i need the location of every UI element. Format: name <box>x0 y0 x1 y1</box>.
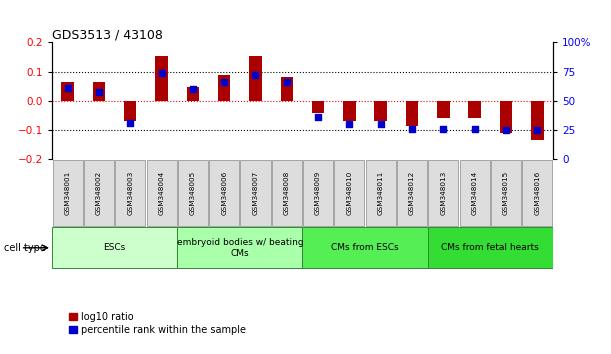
Point <box>470 126 480 131</box>
Bar <box>249 56 262 101</box>
Text: CMs from fetal hearts: CMs from fetal hearts <box>442 243 539 252</box>
FancyBboxPatch shape <box>428 227 553 268</box>
Text: cell type: cell type <box>4 243 46 253</box>
Point <box>282 80 291 85</box>
FancyBboxPatch shape <box>84 160 114 226</box>
Point <box>125 120 135 126</box>
Point <box>501 127 511 133</box>
Point <box>313 114 323 120</box>
Bar <box>93 82 105 101</box>
FancyBboxPatch shape <box>397 160 427 226</box>
FancyBboxPatch shape <box>491 160 521 226</box>
Bar <box>375 101 387 121</box>
FancyBboxPatch shape <box>52 227 177 268</box>
Point <box>532 127 542 133</box>
Text: GSM348014: GSM348014 <box>472 171 478 215</box>
FancyBboxPatch shape <box>303 160 333 226</box>
Text: CMs from ESCs: CMs from ESCs <box>331 243 399 252</box>
Bar <box>61 82 74 101</box>
Bar <box>186 87 199 101</box>
Point <box>94 89 104 95</box>
FancyBboxPatch shape <box>428 160 458 226</box>
Legend: log10 ratio, percentile rank within the sample: log10 ratio, percentile rank within the … <box>69 312 246 335</box>
Point <box>376 121 386 126</box>
Bar <box>531 101 544 140</box>
Point <box>219 80 229 85</box>
Text: ESCs: ESCs <box>103 243 126 252</box>
Bar <box>406 101 419 126</box>
Point <box>63 85 73 91</box>
Bar <box>437 101 450 118</box>
Text: GSM348004: GSM348004 <box>158 171 164 215</box>
Bar <box>124 101 136 121</box>
Text: GSM348016: GSM348016 <box>534 171 540 215</box>
Bar <box>500 101 512 133</box>
Text: GSM348001: GSM348001 <box>65 171 71 215</box>
Bar <box>469 101 481 118</box>
FancyBboxPatch shape <box>522 160 552 226</box>
FancyBboxPatch shape <box>115 160 145 226</box>
Bar <box>155 56 168 101</box>
Text: GSM348006: GSM348006 <box>221 171 227 215</box>
FancyBboxPatch shape <box>147 160 177 226</box>
Text: GSM348013: GSM348013 <box>441 171 447 215</box>
Bar <box>280 77 293 101</box>
Text: GSM348005: GSM348005 <box>190 171 196 215</box>
FancyBboxPatch shape <box>366 160 396 226</box>
Text: GSM348007: GSM348007 <box>252 171 258 215</box>
Text: GSM348008: GSM348008 <box>284 171 290 215</box>
FancyBboxPatch shape <box>209 160 239 226</box>
FancyBboxPatch shape <box>178 160 208 226</box>
Point <box>188 86 198 91</box>
Point <box>345 121 354 126</box>
Point <box>156 70 166 76</box>
Bar <box>343 101 356 121</box>
Text: GSM348012: GSM348012 <box>409 171 415 215</box>
FancyBboxPatch shape <box>334 160 364 226</box>
Text: GSM348015: GSM348015 <box>503 171 509 215</box>
Point <box>439 126 448 131</box>
FancyBboxPatch shape <box>53 160 82 226</box>
Bar <box>218 75 230 101</box>
FancyBboxPatch shape <box>177 227 302 268</box>
Bar <box>312 101 324 113</box>
FancyBboxPatch shape <box>302 227 428 268</box>
Point <box>251 72 260 78</box>
Text: GSM348003: GSM348003 <box>127 171 133 215</box>
Text: GSM348011: GSM348011 <box>378 171 384 215</box>
Point <box>407 126 417 131</box>
Text: GSM348009: GSM348009 <box>315 171 321 215</box>
Text: GSM348002: GSM348002 <box>96 171 102 215</box>
Text: embryoid bodies w/ beating
CMs: embryoid bodies w/ beating CMs <box>177 238 303 257</box>
FancyBboxPatch shape <box>241 160 271 226</box>
Text: GSM348010: GSM348010 <box>346 171 353 215</box>
FancyBboxPatch shape <box>272 160 302 226</box>
FancyBboxPatch shape <box>459 160 489 226</box>
Text: GDS3513 / 43108: GDS3513 / 43108 <box>52 28 163 41</box>
